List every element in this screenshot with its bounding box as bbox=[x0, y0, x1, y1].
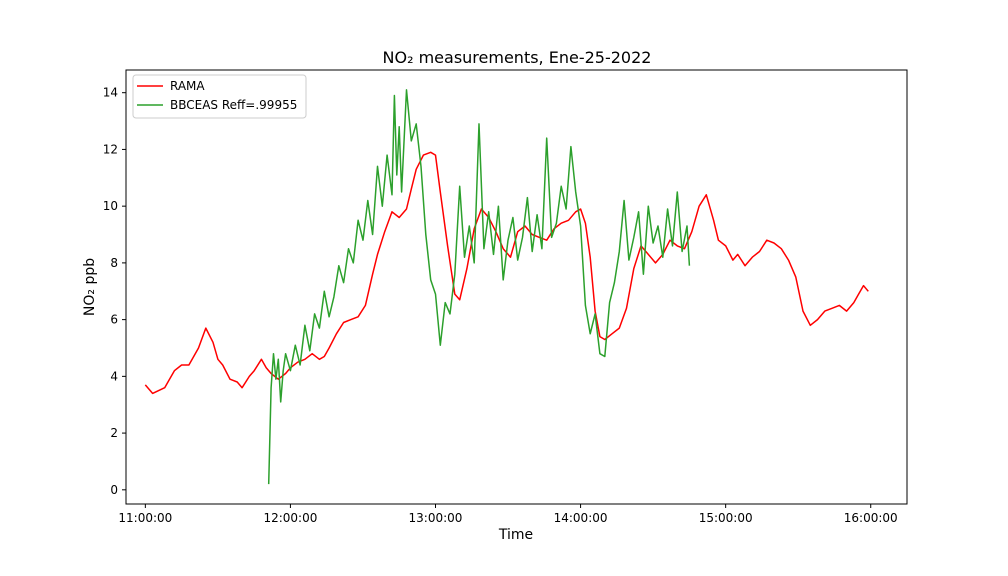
x-tick-label: 14:00:00 bbox=[554, 511, 608, 525]
legend: RAMA BBCEAS Reff=.99955 bbox=[132, 74, 307, 119]
y-tick-label: 8 bbox=[110, 256, 118, 270]
y-tick-label: 4 bbox=[110, 369, 118, 383]
legend-box bbox=[132, 74, 307, 119]
x-axis: 11:00:00 12:00:00 13:00:00 14:00:00 15:00:00… bbox=[118, 504, 898, 525]
y-axis: 0 2 4 6 8 10 12 14 bbox=[103, 86, 126, 497]
y-axis-label: NO₂ ppb bbox=[82, 258, 98, 316]
x-axis-label: Time bbox=[498, 527, 533, 543]
legend-label-1: BBCEAS Reff=.99955 bbox=[170, 98, 297, 112]
y-tick-label: 10 bbox=[103, 199, 118, 213]
x-tick-label: 16:00:00 bbox=[844, 511, 898, 525]
y-tick-label: 2 bbox=[110, 426, 118, 440]
chart-title: NO₂ measurements, Ene-25-2022 bbox=[383, 48, 652, 67]
y-tick-label: 14 bbox=[103, 86, 118, 100]
x-tick-label: 13:00:00 bbox=[409, 511, 463, 525]
y-tick-label: 6 bbox=[110, 313, 118, 327]
plot-area bbox=[144, 89, 869, 485]
x-tick-label: 11:00:00 bbox=[118, 511, 172, 525]
y-tick-label: 0 bbox=[110, 483, 118, 497]
y-tick-label: 12 bbox=[103, 142, 118, 156]
x-tick-label: 12:00:00 bbox=[263, 511, 317, 525]
plot-frame bbox=[125, 69, 908, 505]
x-tick-label: 15:00:00 bbox=[699, 511, 753, 525]
legend-label-0: RAMA bbox=[170, 79, 205, 93]
series-line-1 bbox=[267, 89, 691, 485]
